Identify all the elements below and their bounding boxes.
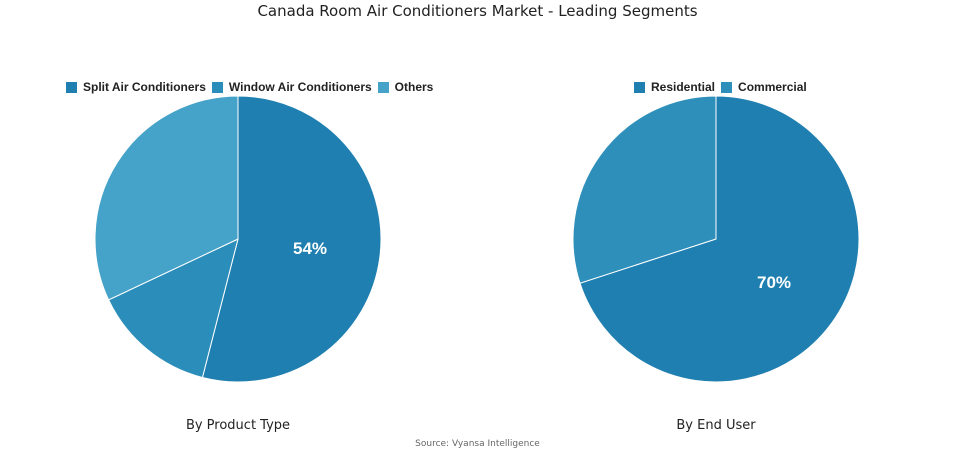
legend-item[interactable]: Split Air Conditioners (66, 80, 206, 94)
legend-swatch (634, 81, 645, 93)
legend-swatch (721, 81, 733, 93)
legend-swatch (211, 81, 223, 93)
legend-label: Residential (651, 80, 716, 94)
legend-label: Window Air Conditioners (228, 80, 372, 94)
legend-end-user: Residential Commercial (634, 80, 809, 94)
legend-item[interactable]: Commercial (721, 80, 807, 94)
data-label: 70% (757, 273, 791, 292)
subtitle-end-user: By End User (676, 418, 756, 433)
pie-slice-commercial (572, 95, 717, 284)
legend-item[interactable]: Others (377, 80, 434, 94)
legend-product-type: Split Air Conditioners Window Air Conditi… (66, 80, 435, 94)
chart-title: Canada Room Air Conditioners Market - Le… (257, 2, 698, 20)
legend-item[interactable]: Residential (634, 80, 715, 94)
legend-swatch (66, 81, 77, 93)
legend-swatch (377, 81, 389, 93)
pie-slice-split-air-conditioners (201, 95, 382, 383)
legend-item[interactable]: Window Air Conditioners (211, 80, 372, 94)
data-label: 54% (293, 239, 327, 258)
pie-slice-residential (579, 95, 860, 383)
pie-slice-others (94, 95, 239, 301)
source-note: Source: Vyansa Intelligence (415, 439, 540, 449)
legend-label: Commercial (738, 80, 807, 94)
subtitle-product-type: By Product Type (185, 418, 291, 433)
legend-label: Split Air Conditioners (83, 80, 206, 94)
pie-slice-window-air-conditioners (107, 238, 239, 379)
legend-label: Others (394, 80, 434, 94)
